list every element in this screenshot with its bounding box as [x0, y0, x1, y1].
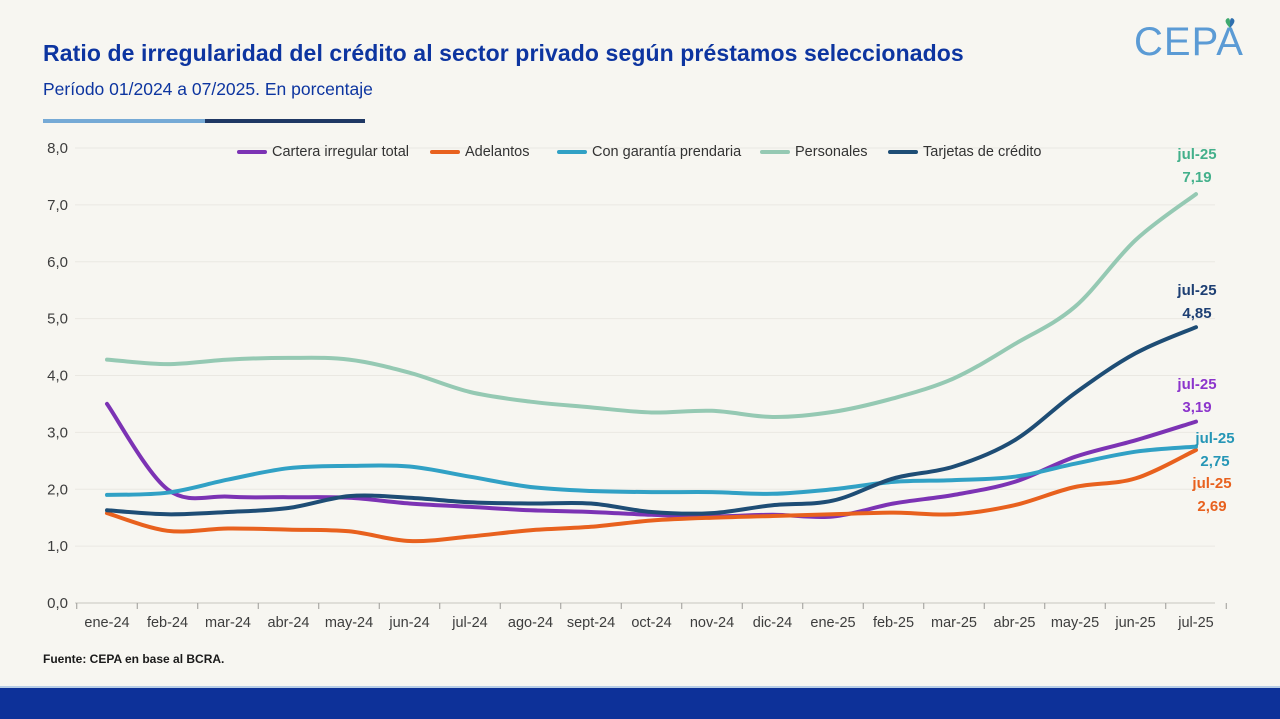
legend-item-con-garant-a-prendaria: Con garantía prendaria — [557, 144, 742, 160]
legend-swatch — [237, 149, 267, 155]
x-axis-label: may-24 — [325, 615, 373, 631]
y-axis-label: 3,0 — [47, 424, 68, 441]
legend-label: Tarjetas de crédito — [923, 144, 1042, 160]
x-axis-label: jun-25 — [1114, 615, 1155, 631]
y-axis-label: 5,0 — [47, 311, 68, 328]
x-axis-label: mar-24 — [205, 615, 251, 631]
legend-swatch — [430, 149, 460, 155]
end-label-line: jul-25 — [1192, 475, 1232, 492]
x-axis-label: feb-24 — [147, 615, 188, 631]
x-axis-label: ago-24 — [508, 615, 553, 631]
legend-label: Personales — [795, 144, 868, 160]
legend-item-cartera-irregular-total: Cartera irregular total — [237, 144, 409, 160]
cepa-logo-mark-icon — [1225, 18, 1235, 28]
end-label-line: jul-25 — [1195, 430, 1235, 447]
end-label-line: jul-25 — [1177, 282, 1217, 299]
source-note: Fuente: CEPA en base al BCRA. — [43, 652, 225, 666]
end-label-line: 2,69 — [1197, 498, 1227, 515]
y-axis-label: 7,0 — [47, 197, 68, 214]
legend-label: Con garantía prendaria — [592, 144, 742, 160]
end-label-personales: jul-25 7,19 — [1177, 143, 1216, 189]
x-axis-label: abr-25 — [994, 615, 1036, 631]
x-axis-label: mar-25 — [931, 615, 977, 631]
cepa-logo-text: CEPA — [1134, 20, 1244, 64]
end-label-line: 3,19 — [1182, 399, 1212, 416]
page-subtitle: Período 01/2024 a 07/2025. En porcentaje — [43, 79, 373, 99]
end-label-cartera-irregular-total: jul-25 3,19 — [1177, 373, 1216, 419]
x-axis-label: may-25 — [1051, 615, 1099, 631]
end-label-line: jul-25 — [1177, 376, 1217, 393]
x-axis-label: jun-24 — [388, 615, 429, 631]
bottom-bar — [0, 686, 1280, 719]
end-label-line: 2,75 — [1200, 453, 1230, 470]
cepa-logo: CEPA — [1134, 18, 1244, 64]
y-axis-label: 0,0 — [47, 595, 68, 612]
end-label-adelantos: jul-25 2,69 — [1192, 472, 1231, 518]
end-label-line: jul-25 — [1177, 146, 1217, 163]
series-line-cartera-irregular-total — [105, 401, 1198, 520]
series-line-adelantos — [105, 448, 1198, 544]
accent-bar — [43, 119, 365, 123]
series-line-personales — [105, 192, 1198, 420]
end-label-tarjetas-de-cr-dito: jul-25 4,85 — [1177, 279, 1216, 325]
legend-swatch — [760, 149, 790, 155]
x-axis-label: abr-24 — [268, 615, 310, 631]
legend-item-personales: Personales — [760, 144, 868, 160]
x-axis-label: ene-25 — [810, 615, 855, 631]
accent-bar-light-segment — [43, 119, 205, 123]
y-axis-label: 1,0 — [47, 538, 68, 555]
x-axis-label: jul-25 — [1177, 615, 1213, 631]
x-axis-label: oct-24 — [631, 615, 671, 631]
x-axis-label: sept-24 — [567, 615, 615, 631]
end-label-con-garant-a-prendaria: jul-25 2,75 — [1195, 427, 1234, 473]
legend-item-adelantos: Adelantos — [430, 144, 530, 160]
accent-bar-dark-segment — [205, 119, 365, 123]
legend-label: Cartera irregular total — [272, 144, 409, 160]
x-axis-label: feb-25 — [873, 615, 914, 631]
series-line-con-garant-a-prendaria — [105, 444, 1198, 497]
series-line-tarjetas-de-cr-dito — [105, 325, 1198, 517]
legend-swatch — [557, 149, 587, 155]
x-axis-label: nov-24 — [690, 615, 734, 631]
legend-label: Adelantos — [465, 144, 530, 160]
y-axis-label: 4,0 — [47, 368, 68, 385]
page-title: Ratio de irregularidad del crédito al se… — [43, 40, 964, 66]
y-axis-label: 6,0 — [47, 254, 68, 271]
x-axis-label: jul-24 — [451, 615, 487, 631]
legend-item-tarjetas-de-cr-dito: Tarjetas de crédito — [888, 144, 1042, 160]
end-label-line: 4,85 — [1182, 305, 1212, 322]
y-axis-label: 2,0 — [47, 481, 68, 498]
legend-swatch — [888, 149, 918, 155]
y-axis-label: 8,0 — [47, 140, 68, 157]
x-axis-label: ene-24 — [84, 615, 129, 631]
x-axis-label: dic-24 — [753, 615, 793, 631]
end-label-line: 7,19 — [1182, 169, 1212, 186]
